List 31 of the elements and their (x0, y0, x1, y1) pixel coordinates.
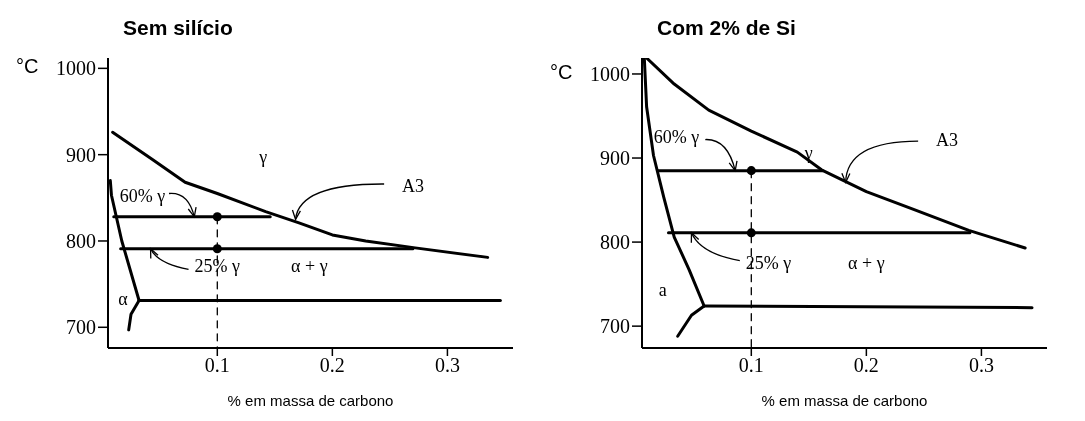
chart-title: Com 2% de Si (657, 16, 796, 40)
x-tick-label: 0.1 (204, 354, 230, 377)
annotation: A3 (401, 176, 424, 197)
y-tick-label: 1000 (590, 63, 630, 86)
y-tick-label: 900 (600, 147, 630, 170)
annotation: α (118, 289, 129, 310)
x-axis-title: % em massa de carbono (761, 392, 928, 409)
y-axis-title: °C (550, 60, 573, 84)
x-tick-label: 0.2 (853, 354, 879, 377)
y-tick-label: 800 (600, 231, 630, 254)
annotation: 25% γ (745, 253, 792, 274)
y-tick-label: 1000 (56, 57, 96, 80)
y-tick-label: 700 (600, 315, 630, 338)
annotation: 25% γ (194, 255, 241, 276)
y-axis-title: °C (16, 55, 39, 79)
annotation: α + γ (848, 253, 885, 274)
annotation: 60% γ (653, 127, 700, 148)
x-tick-label: 0.3 (434, 354, 460, 377)
y-tick-label: 900 (66, 143, 96, 166)
annotation: A3 (935, 129, 958, 150)
annotation: a (658, 279, 667, 300)
x-tick-label: 0.2 (319, 354, 345, 377)
annotation: γ (258, 146, 268, 167)
y-tick-label: 800 (66, 230, 96, 253)
x-axis-title: % em massa de carbono (227, 392, 394, 409)
chart-title: Sem silício (123, 16, 233, 40)
x-tick-label: 0.3 (968, 354, 994, 377)
x-tick-label: 0.1 (738, 354, 764, 377)
y-tick-label: 700 (66, 316, 96, 339)
annotation: α + γ (291, 255, 328, 276)
annotation: 60% γ (119, 186, 166, 207)
